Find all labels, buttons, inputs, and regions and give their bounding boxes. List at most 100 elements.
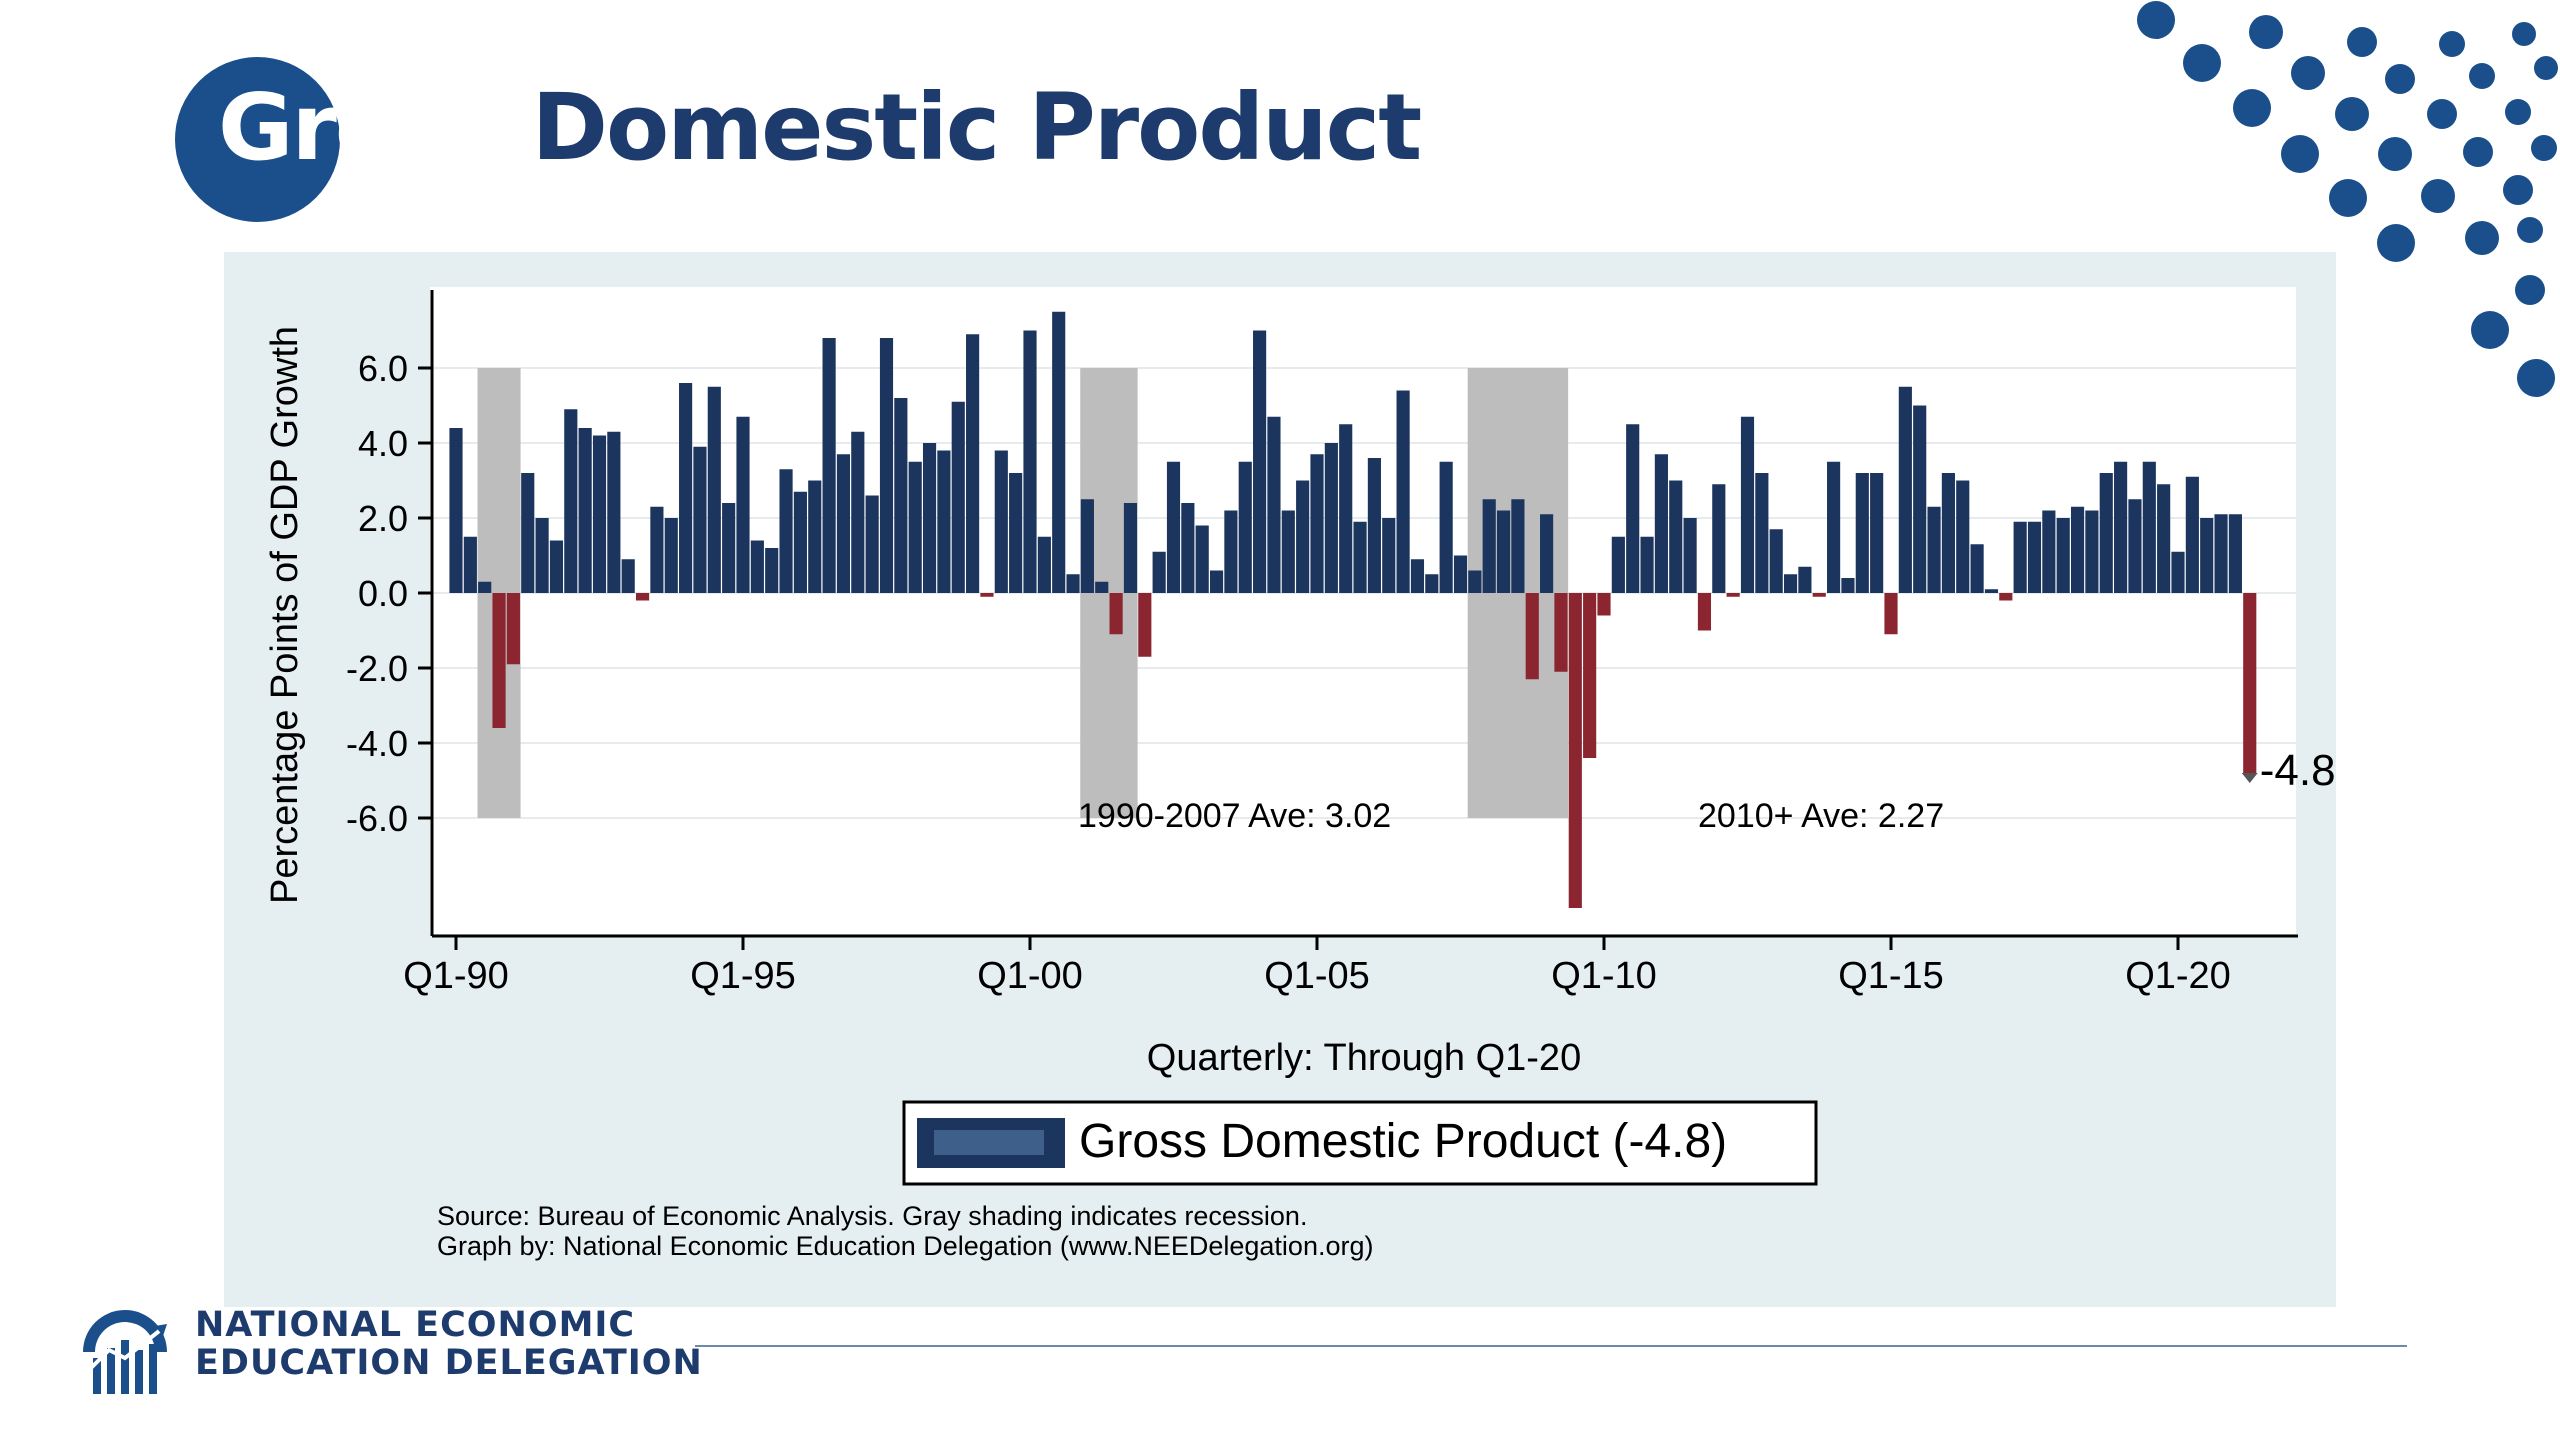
bar [937,450,951,593]
bar [2070,506,2085,593]
x-tick-label: Q1-05 [1264,955,1370,997]
bar [2171,551,2185,593]
bar [722,503,736,593]
x-tick-label: Q1-95 [690,955,796,997]
annotation-average-1990-2007: 1990-2007 Ave: 3.02 [1078,797,1391,835]
bar [1267,416,1281,593]
bar [1855,473,1869,593]
bar [1281,510,1295,593]
legend-swatch-highlight [934,1130,1044,1155]
bar [1669,480,1683,593]
bar [564,409,578,593]
bar [750,540,764,593]
title-part-2: oss [334,74,504,181]
x-tick-label: Q1-20 [2125,955,2231,997]
bar [1166,461,1181,593]
last-value-marker [2241,773,2258,783]
plot-area-background [430,287,2296,934]
bar [578,428,592,593]
bar [1037,536,1051,593]
bar [966,334,980,593]
bar [1640,536,1654,593]
footer-divider [695,1345,2407,1347]
bar [1425,574,1439,593]
bar [521,473,535,593]
bar [2042,510,2056,593]
bar [1080,499,1094,593]
bar [635,593,650,601]
bar [1453,555,1468,593]
bar [2243,593,2257,773]
x-tick-label: Q1-15 [1838,955,1944,997]
bar [1496,510,1511,593]
x-tick-label: Q1-00 [977,955,1083,997]
bar [1209,570,1224,593]
bar [1482,499,1496,593]
bar [1296,480,1310,593]
annotation-average-2010-plus: 2010+ Ave: 2.27 [1698,797,1944,835]
organization-name-line-2: EDUCATION DELEGATION [195,1343,703,1383]
bar [1123,503,1138,593]
annotation-last-value: -4.80 [2260,746,2336,795]
bar [1812,593,1826,597]
x-tick-label: Q1-90 [403,955,509,997]
y-tick-label: 6.0 [358,348,408,389]
bar [1798,566,1812,593]
y-tick-label: 0.0 [358,573,408,614]
bar [2128,499,2142,593]
bar [2200,518,2214,593]
chart-panel: 6.0 4.0 2.0 0.0 -2.0 -4.0 -6.0 Q1-90 Q1-95 Q1-00 Q… [224,252,2336,1307]
bar [2157,484,2171,593]
bar [1626,424,1640,593]
bar [1755,473,1769,593]
bar [506,593,520,665]
bar [535,518,549,593]
bar [449,428,463,593]
bar [951,401,965,593]
bar [1783,574,1798,593]
decorative-dots [2137,1,2558,397]
bar [1540,514,1554,593]
bar [808,480,822,593]
bar [1066,574,1080,593]
bar [1611,536,1625,593]
bar [1697,593,1712,631]
bar [908,461,922,593]
bar [865,495,879,593]
bar [1396,390,1410,593]
bar [1870,473,1884,593]
bar [2142,461,2156,593]
legend-label: Gross Domestic Product (-4.8) [1079,1115,1727,1168]
bar [1238,461,1252,593]
bar [1525,593,1539,680]
bar [1109,593,1123,635]
bar [1841,578,1855,593]
organization-logo [83,1310,167,1394]
title-circle-accent [175,57,340,222]
bar [1023,330,1037,593]
bar [1152,551,1166,593]
bar [2185,476,2199,593]
bar [1941,473,1955,593]
source-note: Source: Bureau of Economic Analysis. Gra… [437,1201,1307,1231]
organization-name: NATIONAL ECONOMIC EDUCATION DELEGATION [195,1306,703,1382]
bar [1654,454,1668,593]
bar [2214,514,2228,593]
bar [994,450,1008,593]
bar [492,593,506,728]
bar [922,443,937,593]
bar [1253,330,1267,593]
page-title: Gross Domestic Product [218,82,1422,174]
bar [679,383,693,593]
bar [879,338,894,593]
bar [549,540,564,593]
bar [592,435,607,593]
bar [1439,461,1453,593]
bar [1683,518,1697,593]
bar [1984,589,1999,593]
bar [1382,518,1396,593]
bar [2085,510,2099,593]
bar [1410,559,1425,593]
bar [1999,593,2013,601]
bar [836,454,851,593]
